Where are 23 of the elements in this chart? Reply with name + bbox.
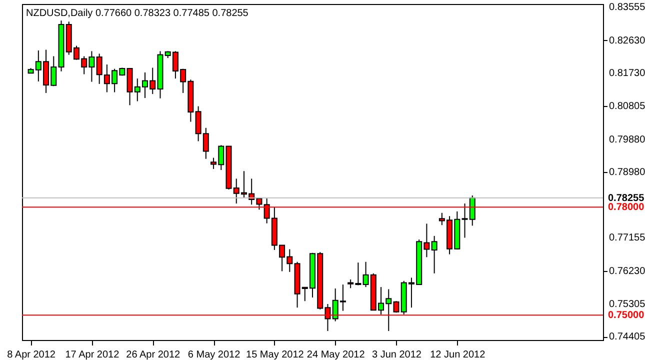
x-tick-label: 24 May 2012 (306, 350, 366, 360)
chart-title: NZDUSD,Daily 0.77660 0.78323 0.77485 0.78255 (26, 8, 249, 19)
y-tick-label: 0.82630 (609, 35, 645, 46)
x-tick-label: 26 Apr 2012 (126, 350, 181, 360)
x-tick-label: 17 Apr 2012 (65, 350, 120, 360)
ref-line-label: 0.78000 (608, 202, 645, 214)
ref-line-label: 0.75000 (608, 310, 645, 322)
y-tick-label: 0.75305 (609, 299, 645, 310)
x-tick-label: 15 May 2012 (246, 350, 304, 360)
candlestick (431, 235, 438, 274)
y-tick-label: 0.81730 (609, 68, 645, 79)
x-tick-label: 12 Jun 2012 (430, 350, 486, 360)
y-tick-label: 0.78980 (609, 166, 645, 178)
x-tick-label: 3 Jun 2012 (372, 350, 422, 360)
y-tick-label: 0.79880 (609, 134, 645, 146)
x-tick-label: 6 May 2012 (188, 350, 241, 360)
y-tick-label: 0.80805 (609, 101, 645, 112)
x-tick-label: 8 Apr 2012 (7, 350, 56, 360)
y-tick-label: 0.77155 (609, 232, 645, 244)
ref-line-label: 0.78255 (608, 192, 645, 204)
y-tick-label: 0.74405 (609, 332, 645, 343)
y-tick-label: 0.83555 (609, 2, 645, 14)
y-tick-label: 0.76230 (609, 266, 645, 277)
